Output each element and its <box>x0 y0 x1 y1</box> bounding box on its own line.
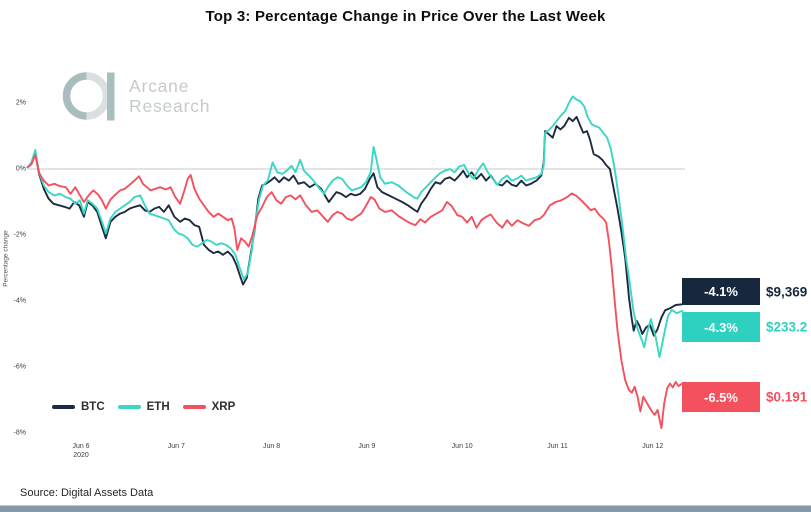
legend-label: BTC <box>81 401 105 413</box>
logo-stem <box>107 72 115 121</box>
legend-swatch-xrp <box>182 405 206 409</box>
y-tick--4pct: -4% <box>13 297 26 305</box>
arcane-research-logo: Arcane Research <box>62 72 210 121</box>
x-tick-jun-7: Jun 7 <box>167 443 185 450</box>
y-axis-title: Percentage change <box>2 230 10 287</box>
y-tick--6pct: -6% <box>13 363 26 371</box>
legend-label: XRP <box>211 401 236 413</box>
pct-change-badge-eth: -4.3% <box>682 312 760 342</box>
logo-ring-right <box>86 72 111 120</box>
legend-swatch-btc <box>52 405 75 409</box>
y-tick--8pct: -8% <box>13 429 26 437</box>
logo-word-2: Research <box>129 96 210 116</box>
page-title: Top 3: Percentage Change in Price Over t… <box>205 8 606 25</box>
logo-ring-left <box>62 72 87 120</box>
legend-swatch-eth <box>117 405 141 409</box>
legend-label: ETH <box>146 401 170 413</box>
pct-change-badge-xrp: -6.5% <box>682 382 760 412</box>
y-tick-0pct: 0% <box>15 165 26 173</box>
x-tick-jun-11: Jun 11 <box>547 443 568 450</box>
x-tick-jun-12: Jun 12 <box>642 443 664 450</box>
x-tick-jun-9: Jun 9 <box>358 443 376 450</box>
series-line-btc <box>26 115 684 337</box>
legend-item-xrp: XRP <box>182 401 236 413</box>
x-tick-year: 2020 <box>73 452 89 459</box>
y-tick-2pct: 2% <box>15 99 26 107</box>
price-label-xrp: $0.191 <box>766 389 808 405</box>
pct-change-badge-btc: -4.1% <box>682 278 760 305</box>
x-tick-jun-10: Jun 10 <box>451 443 473 450</box>
price-label-btc: $9,369 <box>766 284 808 299</box>
legend-item-btc: BTC <box>52 401 105 413</box>
price-label-eth: $233.2 <box>766 319 808 335</box>
legend-item-eth: ETH <box>117 401 170 413</box>
source-caption: Source: Digital Assets Data <box>20 487 154 499</box>
y-tick--2pct: -2% <box>13 231 26 239</box>
bottom-accent-bar <box>0 505 811 512</box>
series-line-xrp <box>26 154 684 430</box>
x-tick-jun-8: Jun 8 <box>263 443 281 450</box>
logo-word-1: Arcane <box>129 76 189 96</box>
chart-legend: BTC ETH XRP <box>52 401 248 413</box>
x-tick-jun-6: Jun 6 <box>72 443 90 450</box>
series-line-eth <box>26 95 684 359</box>
